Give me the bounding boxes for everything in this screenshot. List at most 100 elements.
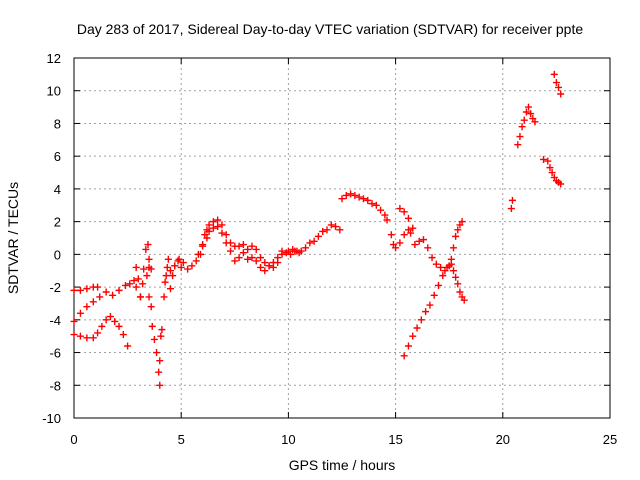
data-point (171, 262, 179, 270)
data-series (70, 263, 155, 325)
data-point (218, 229, 226, 237)
data-point (368, 200, 376, 208)
data-point (432, 260, 440, 268)
data-point (76, 332, 84, 340)
data-point (261, 267, 269, 275)
x-axis-label: GPS time / hours (289, 457, 396, 473)
data-point (239, 249, 247, 257)
data-point (257, 254, 265, 262)
data-point (323, 226, 331, 234)
data-point (351, 191, 359, 199)
data-point (142, 245, 150, 253)
data-point (174, 257, 182, 265)
data-point (407, 229, 415, 237)
data-point (518, 123, 526, 131)
data-series (162, 216, 344, 280)
data-point (155, 368, 163, 376)
data-point (147, 265, 155, 273)
data-series (396, 205, 466, 275)
data-point (130, 277, 138, 285)
data-point (257, 263, 265, 271)
data-point (136, 293, 144, 301)
data-point (115, 322, 123, 330)
data-point (163, 263, 171, 271)
data-point (295, 249, 303, 257)
data-point (548, 169, 556, 177)
data-point (194, 250, 202, 258)
x-tick-label: 20 (496, 432, 510, 447)
data-point (214, 223, 222, 231)
data-point (426, 301, 434, 309)
data-point (89, 298, 97, 306)
y-tick-label: -8 (49, 378, 61, 393)
data-point (557, 180, 565, 188)
data-point (274, 254, 282, 262)
data-point (231, 257, 239, 265)
data-point (111, 317, 119, 325)
data-point (372, 201, 380, 209)
data-point (413, 324, 421, 332)
data-point (411, 241, 419, 249)
data-point (145, 293, 153, 301)
data-point (419, 236, 427, 244)
data-point (400, 352, 408, 360)
data-point (244, 255, 252, 263)
data-point (177, 263, 185, 271)
data-point (314, 232, 322, 240)
y-tick-label: 4 (54, 182, 61, 197)
data-point (70, 331, 78, 339)
data-point (150, 335, 158, 343)
data-point (439, 272, 447, 280)
data-points (70, 70, 565, 389)
data-point (531, 118, 539, 126)
data-series (70, 313, 132, 350)
y-tick-label: -4 (49, 313, 61, 328)
data-point (98, 322, 106, 330)
data-point (310, 237, 318, 245)
data-series (70, 283, 102, 294)
data-series (540, 155, 565, 188)
data-point (447, 260, 455, 268)
data-point (332, 223, 340, 231)
data-point (244, 245, 252, 253)
data-point (70, 317, 78, 325)
data-point (400, 208, 408, 216)
data-point (161, 278, 169, 286)
data-point (338, 195, 346, 203)
data-point (555, 83, 563, 91)
data-point (140, 265, 148, 273)
grid-lines (74, 58, 610, 418)
data-point (449, 244, 457, 252)
data-point (203, 234, 211, 242)
data-point (158, 326, 166, 334)
y-tick-label: 2 (54, 215, 61, 230)
data-series (338, 190, 391, 224)
data-point (166, 285, 174, 293)
data-point (156, 357, 164, 365)
y-tick-label: 0 (54, 247, 61, 262)
chart-title: Day 283 of 2017, Sidereal Day-to-day VTE… (77, 21, 584, 37)
data-point (443, 263, 451, 271)
data-series (400, 260, 468, 360)
data-point (76, 309, 84, 317)
y-tick-label: 10 (47, 84, 61, 99)
data-point (188, 262, 196, 270)
data-point (327, 221, 335, 229)
data-point (409, 332, 417, 340)
data-point (460, 296, 468, 304)
data-point (145, 255, 153, 263)
data-point (546, 164, 554, 172)
data-point (248, 254, 256, 262)
data-point (434, 281, 442, 289)
data-point (287, 250, 295, 258)
data-point (377, 206, 385, 214)
data-point (124, 342, 132, 350)
data-point (83, 285, 91, 293)
data-point (336, 226, 344, 234)
data-point (252, 257, 260, 265)
data-point (458, 218, 466, 226)
data-point (396, 239, 404, 247)
data-point (175, 255, 183, 263)
data-point (160, 293, 168, 301)
y-tick-label: -10 (42, 411, 61, 426)
